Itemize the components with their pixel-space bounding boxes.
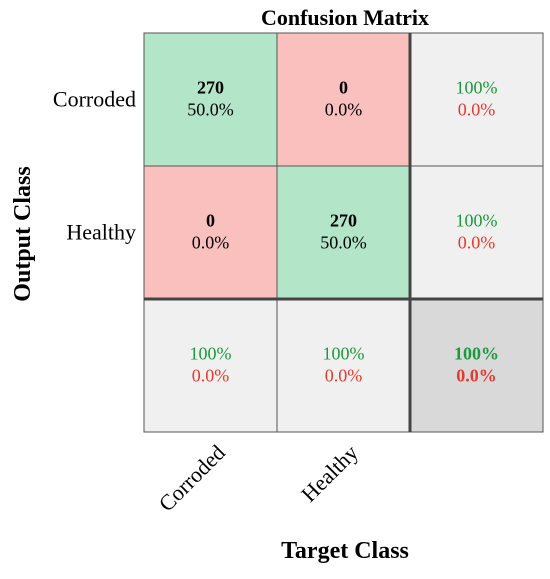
cell-r1-c2-label-line1: 0	[339, 78, 348, 98]
row-summary-2-label-line1: 100%	[456, 211, 498, 231]
y-tick-label: Healthy	[66, 220, 136, 245]
col-summary-1-label-line1: 100%	[190, 344, 232, 364]
x-axis-label: Target Class	[281, 538, 409, 564]
cell-r2-c2-label-line2: 50.0%	[320, 233, 367, 253]
col-summary-2-label-line2: 0.0%	[325, 366, 363, 386]
cell-r2-c1	[143, 165, 278, 300]
overall-cell-label-line1: 100%	[454, 344, 499, 364]
cell-labels: 27050.0%00.0%00.0%27050.0%100%0.0%100%0.…	[187, 78, 499, 386]
row-summary-2	[409, 165, 544, 300]
col-summary-1-label-line2: 0.0%	[192, 366, 230, 386]
cell-r2-c2	[276, 165, 411, 300]
col-summary-2-label-line1: 100%	[323, 344, 365, 364]
cell-r1-c1-label-line2: 50.0%	[187, 100, 234, 120]
x-tick-label: Corroded	[154, 440, 230, 516]
overall-cell-label-line2: 0.0%	[456, 366, 497, 386]
row-summary-1-label-line2: 0.0%	[458, 100, 496, 120]
cell-r1-c1	[143, 32, 278, 167]
cell-r2-c1-label-line2: 0.0%	[192, 233, 230, 253]
cell-r1-c2	[276, 32, 411, 167]
row-summary-1-label-line1: 100%	[456, 78, 498, 98]
matrix-cells	[143, 32, 544, 433]
row-summary-2-label-line2: 0.0%	[458, 233, 496, 253]
y-tick-label: Corroded	[53, 87, 136, 112]
x-tick-label: Healthy	[296, 440, 363, 507]
row-summary-1	[409, 32, 544, 167]
chart-title: Confusion Matrix	[261, 5, 429, 30]
cell-r2-c2-label-line1: 270	[330, 211, 357, 231]
col-summary-2	[276, 298, 411, 433]
col-summary-1	[143, 298, 278, 433]
cell-r1-c1-label-line1: 270	[197, 78, 224, 98]
cell-r2-c1-label-line1: 0	[206, 211, 215, 231]
y-axis-label: Output Class	[10, 166, 36, 301]
cell-r1-c2-label-line2: 0.0%	[325, 100, 363, 120]
